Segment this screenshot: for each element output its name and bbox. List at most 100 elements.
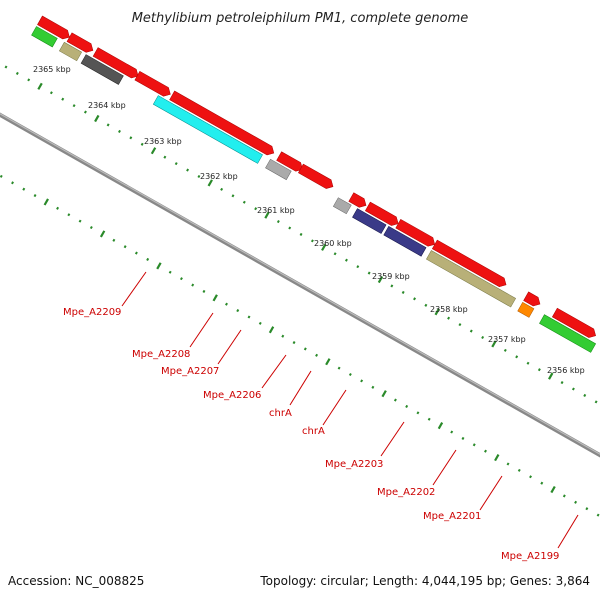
minor-tick bbox=[560, 381, 564, 385]
minor-tick bbox=[585, 507, 589, 511]
minor-tick bbox=[405, 404, 409, 408]
gene-feature-navy[interactable] bbox=[383, 225, 427, 257]
minor-tick bbox=[424, 303, 428, 307]
gene-label-chra[interactable]: chrA bbox=[269, 408, 292, 419]
minor-tick bbox=[191, 283, 195, 287]
gene-feature[interactable] bbox=[276, 151, 305, 174]
minor-tick bbox=[348, 372, 352, 377]
gene-feature-khaki[interactable] bbox=[59, 41, 83, 62]
gene-feature-orange[interactable] bbox=[517, 301, 535, 318]
gene-feature-cyan[interactable] bbox=[152, 95, 263, 164]
gene-label-mpe-a2209[interactable]: Mpe_A2209 bbox=[63, 307, 121, 318]
minor-tick bbox=[515, 355, 519, 359]
major-tick bbox=[550, 485, 556, 494]
minor-tick bbox=[517, 468, 521, 472]
gene-labels: Mpe_A2209 Mpe_A2208 Mpe_A2207 Mpe_A2206 … bbox=[63, 307, 559, 562]
gene-feature-dark-gray[interactable] bbox=[80, 54, 124, 85]
minor-tick bbox=[140, 142, 144, 146]
gene-feature[interactable] bbox=[395, 218, 437, 248]
gene-label-mpe-a2201[interactable]: Mpe_A2201 bbox=[423, 511, 481, 522]
minor-tick bbox=[186, 168, 190, 172]
minor-tick bbox=[254, 207, 258, 211]
gene-feature-gray[interactable] bbox=[332, 197, 352, 215]
gene-feature-khaki[interactable] bbox=[426, 250, 517, 308]
gene-feature[interactable] bbox=[551, 307, 598, 340]
minor-tick bbox=[146, 257, 150, 262]
minor-tick bbox=[0, 174, 3, 178]
minor-tick bbox=[484, 449, 487, 453]
gene-feature[interactable] bbox=[37, 15, 72, 41]
minor-tick bbox=[583, 393, 587, 397]
major-tick bbox=[156, 262, 162, 270]
minor-tick bbox=[292, 341, 296, 345]
minor-tick bbox=[220, 187, 224, 191]
minor-tick bbox=[67, 213, 71, 217]
major-tick bbox=[99, 230, 106, 238]
minor-tick bbox=[447, 316, 451, 320]
gene-feature[interactable] bbox=[364, 201, 400, 228]
gene-feature-navy[interactable] bbox=[352, 208, 387, 234]
gene-label-mpe-a2206[interactable]: Mpe_A2206 bbox=[203, 390, 261, 401]
gene-label-mpe-a2203[interactable]: Mpe_A2203 bbox=[325, 459, 383, 470]
kbp-label-2359: 2359 kbp bbox=[372, 272, 410, 281]
minor-tick bbox=[56, 206, 60, 210]
minor-tick bbox=[242, 200, 246, 204]
gene-feature[interactable] bbox=[66, 32, 95, 55]
minor-tick bbox=[427, 417, 431, 421]
minor-tick bbox=[537, 368, 541, 372]
minor-tick bbox=[594, 400, 598, 404]
gene-label-mpe-a2199[interactable]: Mpe_A2199 bbox=[501, 551, 559, 562]
minor-tick bbox=[416, 411, 420, 415]
major-tick bbox=[268, 326, 275, 334]
major-tick bbox=[437, 422, 444, 430]
minor-tick bbox=[22, 187, 26, 191]
gene-feature[interactable] bbox=[298, 163, 335, 191]
minor-tick bbox=[123, 245, 127, 249]
minor-tick bbox=[461, 436, 465, 440]
minor-tick bbox=[236, 309, 240, 313]
major-tick bbox=[43, 198, 49, 206]
minor-tick bbox=[202, 289, 206, 293]
minor-tick bbox=[540, 481, 544, 485]
gene-feature[interactable] bbox=[431, 239, 508, 289]
minor-tick bbox=[276, 220, 280, 224]
genome-backbone bbox=[0, 112, 600, 458]
major-tick bbox=[434, 308, 440, 316]
kbp-label-2364: 2364 kbp bbox=[88, 101, 126, 110]
minor-tick bbox=[574, 500, 578, 504]
accession-text: Accession: NC_008825 bbox=[8, 574, 145, 588]
major-tick bbox=[150, 147, 157, 155]
gene-label-mpe-a2208[interactable]: Mpe_A2208 bbox=[132, 349, 190, 360]
major-tick bbox=[325, 358, 331, 366]
minor-tick bbox=[390, 284, 394, 288]
gene-feature[interactable] bbox=[134, 70, 173, 98]
gene-feature-green[interactable] bbox=[31, 26, 58, 48]
gene-feature[interactable] bbox=[92, 47, 141, 81]
gene-feature[interactable] bbox=[523, 291, 543, 309]
gene-label-mpe-a2202[interactable]: Mpe_A2202 bbox=[377, 487, 435, 498]
gene-label-mpe-a2207[interactable]: Mpe_A2207 bbox=[161, 366, 219, 377]
minor-tick bbox=[49, 91, 53, 95]
gene-feature[interactable] bbox=[169, 90, 277, 157]
gene-label-chra[interactable]: chrA bbox=[302, 426, 325, 437]
minor-tick bbox=[106, 123, 110, 127]
minor-tick bbox=[27, 78, 31, 82]
minor-tick bbox=[179, 277, 183, 281]
minor-tick bbox=[134, 251, 138, 255]
minor-tick bbox=[78, 219, 82, 223]
minor-tick bbox=[33, 194, 37, 198]
major-tick bbox=[212, 294, 218, 302]
genome-backbone-highlight bbox=[0, 113, 600, 455]
kbp-scale-labels: 2365 kbp 2364 kbp 2363 kbp 2362 kbp 2361… bbox=[33, 65, 585, 375]
minor-tick bbox=[303, 347, 307, 351]
gene-feature-green[interactable] bbox=[539, 314, 597, 353]
genome-summary-text: Topology: circular; Length: 4,044,195 bp… bbox=[260, 574, 590, 588]
gene-feature-gray[interactable] bbox=[265, 158, 292, 181]
major-tick bbox=[321, 243, 327, 251]
major-tick bbox=[494, 454, 500, 462]
gene-feature[interactable] bbox=[348, 192, 369, 210]
minor-tick bbox=[526, 361, 530, 365]
minor-tick bbox=[356, 265, 360, 269]
major-tick bbox=[381, 390, 387, 398]
